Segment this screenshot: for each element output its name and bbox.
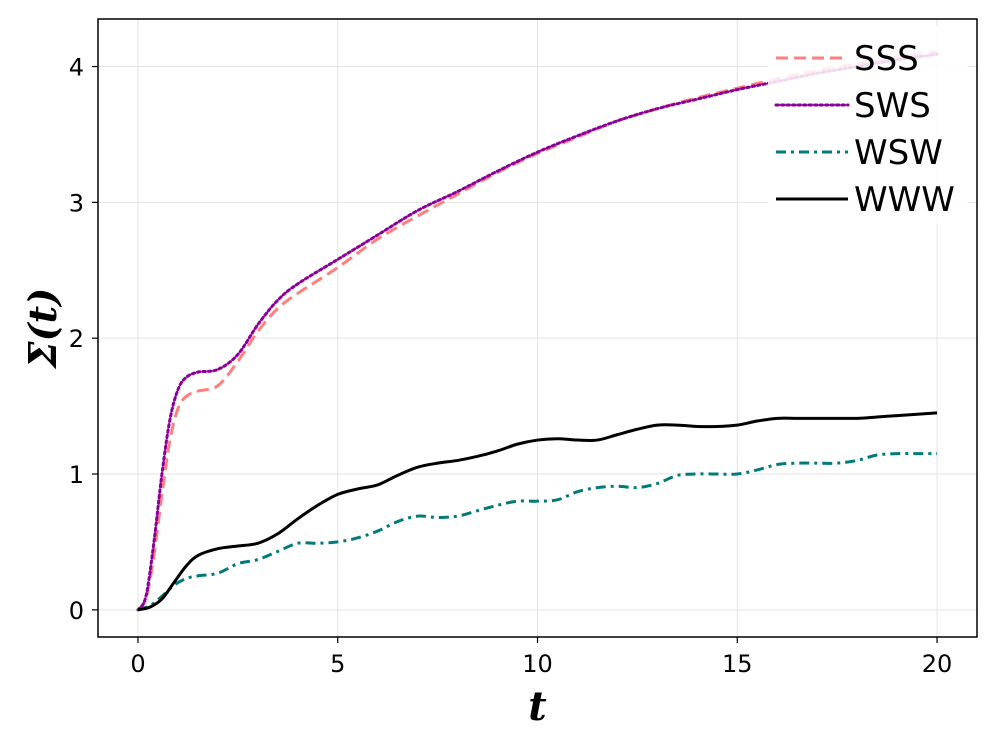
legend: SSS SWS WSW WWW [768, 26, 968, 224]
y-tick-label: 3 [69, 189, 84, 217]
plot-lines [136, 50, 939, 612]
y-tick-label: 4 [69, 54, 84, 82]
series-line-sws [136, 52, 939, 612]
x-tick-label: 10 [522, 650, 553, 678]
x-tick-label: 5 [330, 650, 345, 678]
y-tick-label: 0 [69, 597, 84, 625]
series-line-sss [136, 50, 938, 611]
x-tick-label: 15 [722, 650, 753, 678]
y-tick-label: 2 [69, 325, 84, 353]
series-line-www [137, 411, 938, 612]
y-axis-label: Σ(t) [20, 288, 65, 370]
x-tick-label: 0 [130, 650, 145, 678]
y-tick-label: 1 [69, 461, 84, 489]
legend-label: SSS [854, 39, 919, 79]
axis-ticks: 0 5 10 15 20 0 1 2 3 4 [69, 54, 953, 678]
legend-label: WWW [854, 180, 955, 220]
legend-label: SWS [854, 86, 931, 126]
x-axis-label: t [528, 683, 547, 730]
legend-label: WSW [854, 133, 943, 173]
x-tick-label: 20 [922, 650, 953, 678]
